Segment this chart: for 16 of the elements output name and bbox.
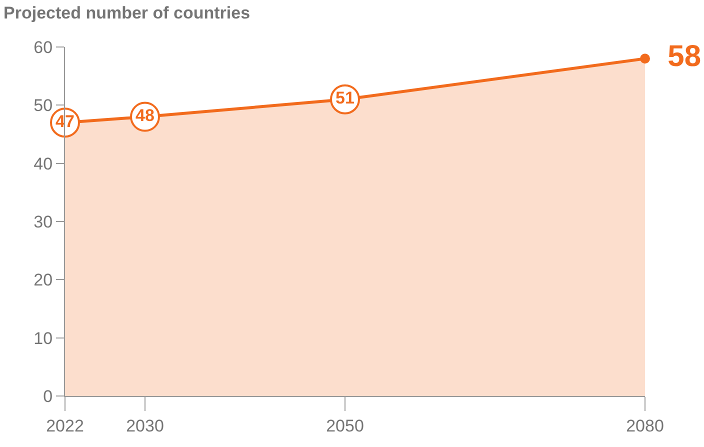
chart-title: Projected number of countries	[4, 4, 250, 23]
data-label: 47	[56, 112, 74, 131]
y-tick-label: 10	[34, 328, 53, 348]
y-tick-label: 0	[43, 386, 53, 406]
y-tick-label: 20	[34, 270, 53, 290]
x-tick-label: 2030	[126, 416, 164, 436]
y-tick-label: 40	[34, 154, 53, 174]
y-tick-label: 60	[34, 38, 53, 57]
y-tick-label: 50	[34, 96, 53, 116]
y-tick-label: 30	[34, 212, 53, 232]
data-label: 58	[651, 40, 702, 74]
x-tick-label: 2050	[326, 416, 364, 436]
x-tick-label: 2022	[46, 416, 84, 436]
x-tick-label: 2080	[626, 416, 664, 436]
data-label: 48	[136, 106, 154, 126]
data-label: 51	[336, 88, 354, 108]
